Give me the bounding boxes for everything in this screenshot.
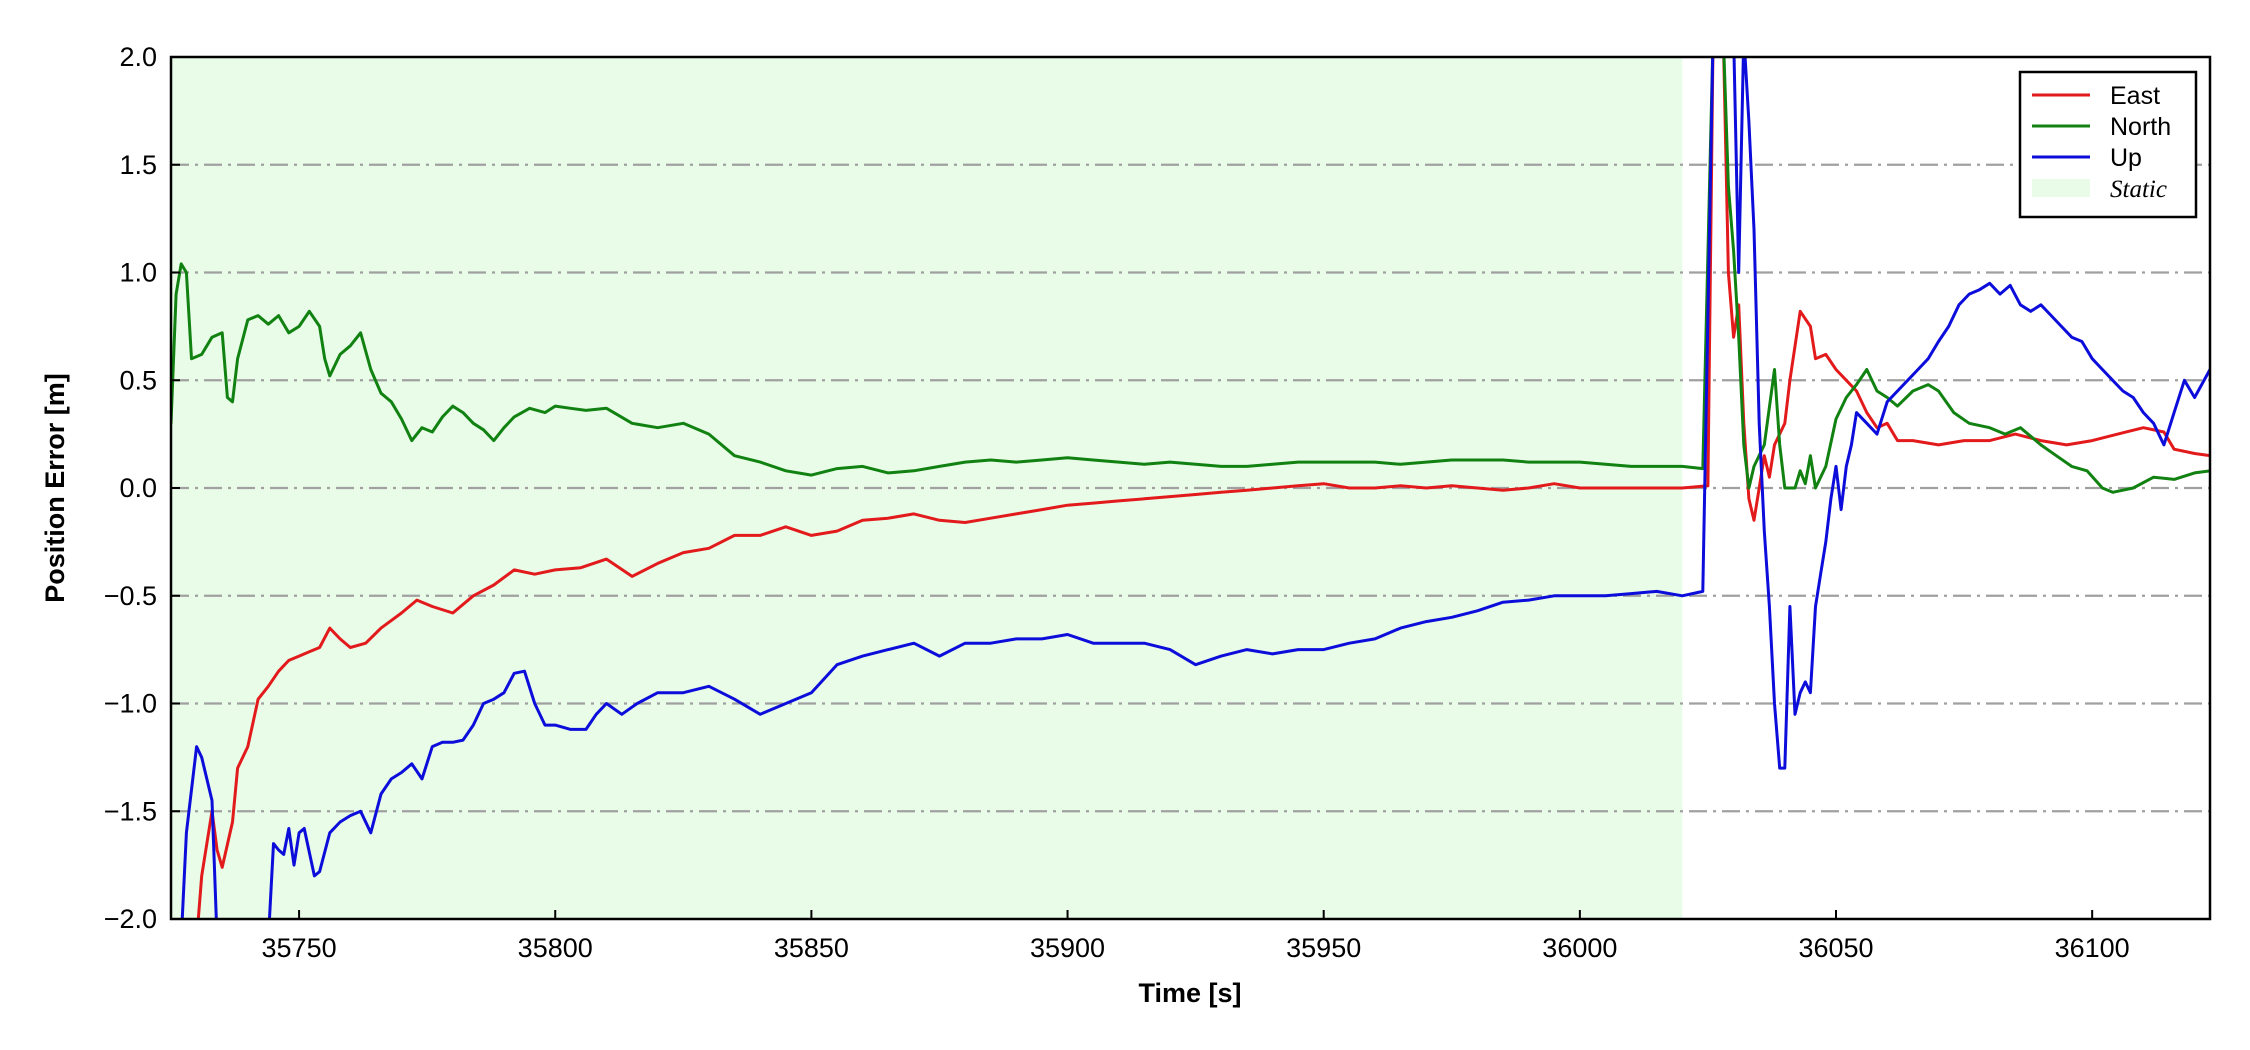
y-axis-label: Position Error [m] (40, 373, 70, 603)
y-tick-label: −2.0 (104, 904, 157, 934)
x-tick-label: 36050 (1798, 933, 1873, 963)
series-line-north (171, 57, 2210, 494)
grid-layer (171, 163, 2210, 813)
x-tick-label: 35950 (1286, 933, 1361, 963)
series-line-up (180, 57, 2210, 919)
y-tick-label: −1.0 (104, 689, 157, 719)
legend-label-east: East (2110, 82, 2160, 110)
x-axis-label: Time [s] (1138, 978, 1241, 1008)
x-tick-label: 35800 (518, 933, 593, 963)
legend-label-static: Static (2110, 176, 2167, 203)
x-tick-label: 35900 (1030, 933, 1105, 963)
y-tick-label: 2.0 (119, 42, 157, 72)
legend: East North Up Static (2018, 70, 2198, 219)
static-shade-layer (171, 57, 1683, 919)
static-region (171, 57, 1683, 919)
series-layer (171, 57, 2210, 919)
x-tick-label: 35750 (262, 933, 337, 963)
y-tick-label: 0.0 (119, 473, 157, 503)
tick-layer: 35750 35800 35850 35900 35950 36000 36050 36100… (104, 42, 2130, 963)
y-tick-label: 0.5 (119, 365, 157, 395)
legend-label-up: Up (2110, 144, 2142, 172)
legend-label-north: North (2110, 113, 2171, 141)
y-tick-label: 1.5 (119, 150, 157, 180)
y-tick-label: −0.5 (104, 581, 157, 611)
y-tick-label: 1.0 (119, 258, 157, 288)
x-tick-label: 36000 (1542, 933, 1617, 963)
series-line-east (196, 57, 2210, 919)
x-tick-label: 36100 (2055, 933, 2130, 963)
y-tick-label: −1.5 (104, 796, 157, 826)
legend-swatch-static (2032, 179, 2090, 197)
x-tick-label: 35850 (774, 933, 849, 963)
